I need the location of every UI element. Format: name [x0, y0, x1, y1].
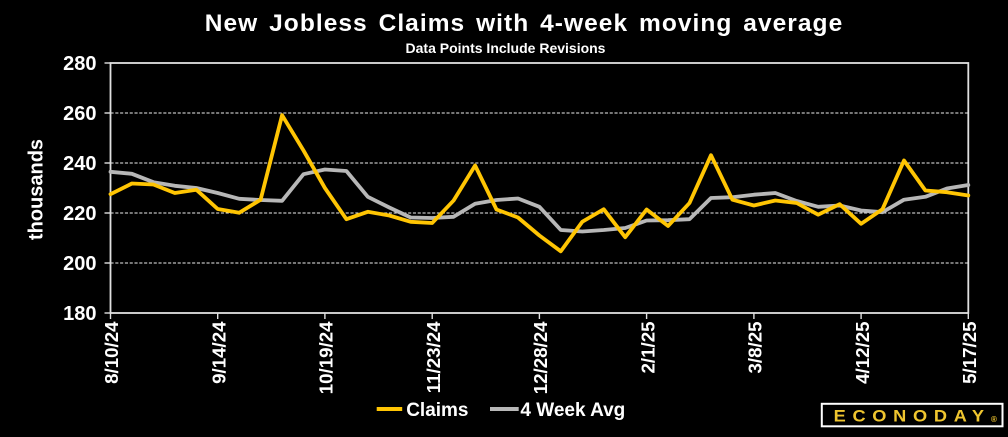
svg-text:3/8/25: 3/8/25 [745, 322, 766, 374]
svg-text:260: 260 [63, 103, 96, 125]
svg-text:240: 240 [63, 153, 96, 175]
svg-text:280: 280 [63, 53, 96, 75]
svg-text:9/14/24: 9/14/24 [208, 321, 229, 384]
svg-text:Claims: Claims [406, 400, 468, 421]
svg-text:4/12/25: 4/12/25 [852, 322, 873, 384]
svg-text:200: 200 [63, 253, 96, 275]
svg-text:Data Points Include Revisions: Data Points Include Revisions [406, 40, 606, 56]
svg-text:ECONODAY: ECONODAY [834, 406, 991, 425]
svg-text:New Jobless Claims with 4-week: New Jobless Claims with 4-week moving av… [205, 10, 844, 37]
svg-text:4 Week Avg: 4 Week Avg [520, 400, 625, 421]
svg-text:12/28/24: 12/28/24 [530, 321, 551, 394]
svg-text:5/17/25: 5/17/25 [959, 322, 980, 384]
svg-text:®: ® [991, 415, 997, 424]
svg-text:220: 220 [63, 203, 96, 225]
svg-text:10/19/24: 10/19/24 [316, 321, 337, 394]
svg-text:8/10/24: 8/10/24 [101, 321, 122, 384]
svg-text:2/1/25: 2/1/25 [637, 322, 658, 374]
svg-text:11/23/24: 11/23/24 [423, 321, 444, 393]
svg-text:thousands: thousands [26, 139, 48, 240]
svg-text:180: 180 [63, 303, 96, 325]
